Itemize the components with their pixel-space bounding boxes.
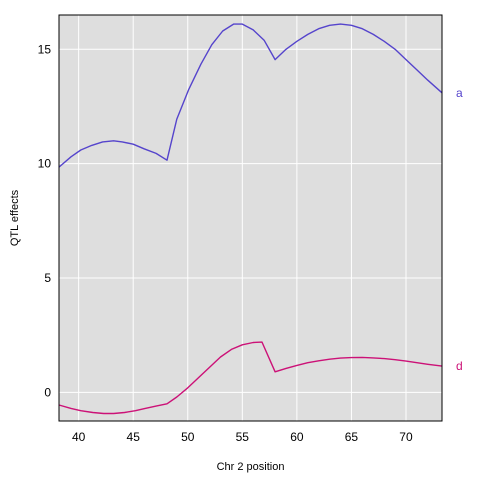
x-tick-label: 45 <box>127 430 141 444</box>
series-label-a: a <box>456 86 463 100</box>
series-lines <box>58 23 443 415</box>
y-axis-label: QTL effects <box>9 189 21 246</box>
series-label-d: d <box>456 359 463 373</box>
y-tick-label: 10 <box>38 157 52 171</box>
y-tick-label: 5 <box>44 271 51 285</box>
series-line-d <box>58 341 443 415</box>
x-tick-label: 55 <box>236 430 250 444</box>
plot-border <box>58 14 443 422</box>
y-tick-label: 15 <box>38 42 52 56</box>
series-line-a <box>58 23 443 168</box>
x-tick-label: 65 <box>345 430 359 444</box>
y-tick-label: 0 <box>44 385 51 399</box>
x-tick-labels: 40 45 50 55 60 65 70 <box>72 430 413 444</box>
y-tick-labels: 0 5 10 15 <box>38 42 52 399</box>
x-tick-label: 70 <box>399 430 413 444</box>
plot-background <box>59 15 442 421</box>
grid-lines <box>59 15 442 421</box>
x-tick-label: 40 <box>72 430 86 444</box>
x-tick-label: 60 <box>290 430 304 444</box>
x-axis-label: Chr 2 position <box>217 461 285 473</box>
series-labels: ad <box>456 86 463 373</box>
x-tick-label: 50 <box>181 430 195 444</box>
